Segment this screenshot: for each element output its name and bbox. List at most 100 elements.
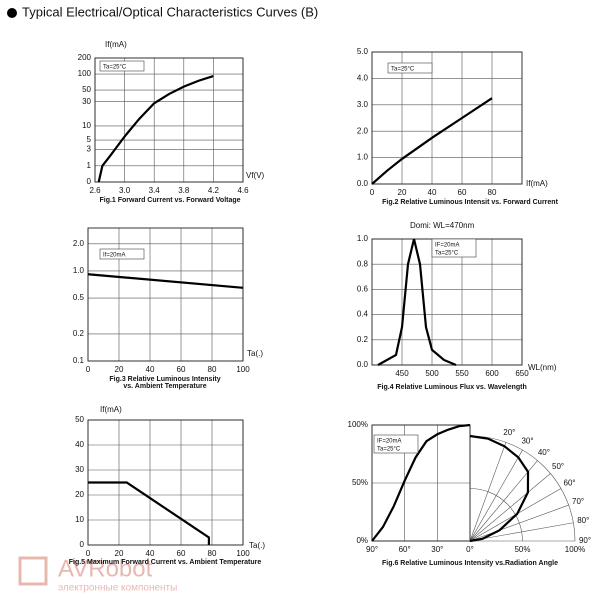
caption: Fig.1 Forward Current vs. Forward Voltag… [99,197,240,204]
y-tick-label: 0% [356,536,368,545]
plot-frame [371,51,523,185]
r-tick-label: 100% [565,545,585,554]
annotation-box [99,248,145,260]
angle-label: 20° [503,428,515,437]
data-line [371,97,493,185]
polar-line [469,434,530,543]
x-tick-label: 100 [236,549,250,558]
x-axis-label: WL(nm) [528,363,557,372]
grid-ray [469,442,507,542]
x-tick-label: 80 [488,188,497,197]
x-axis-label: Ta(.) [249,541,265,550]
y-tick-label: 0.6 [357,285,369,294]
x-tick-label: 0 [370,188,375,197]
x-tick-label: 60 [458,188,467,197]
x-tick-label: 0 [86,549,91,558]
y-tick-label: 40 [75,440,84,449]
watermark-sub: электронные компоненты [58,583,177,594]
y-tick-label: 0.8 [357,259,369,268]
grid-ring [469,488,523,542]
y-tick-label: 0.1 [73,356,85,365]
annotation: Ta=25°C [103,65,127,71]
watermark: AVRobot [58,555,153,582]
x-tick-label: 4.6 [237,186,249,195]
angle-label: 60° [564,479,576,488]
data-line [88,481,210,545]
bullet [7,8,17,18]
x-tick-label: 90° [366,545,378,554]
y-tick-label: 30 [82,97,91,106]
y-tick-label: 2.0 [357,126,369,135]
plot-frame [87,227,244,362]
y-tick-label: 50 [75,415,84,424]
annotation: Ta=25°C [377,447,401,453]
annotation-box [431,238,477,258]
angle-label: 50° [552,462,564,471]
data-line [87,273,244,289]
y-tick-label: 0 [87,177,92,186]
plot-frame [371,238,523,366]
watermark-logo [18,556,48,586]
plot-frame [371,424,471,542]
x-tick-label: 550 [455,369,469,378]
y-tick-label: 5 [87,135,92,144]
y-tick-label: 4.0 [357,74,369,83]
y-tick-label: 50 [82,85,91,94]
x-tick-label: 600 [485,369,499,378]
x-tick-label: 100 [236,365,250,374]
caption: Fig.4 Relative Luminous Flux vs. Wavelen… [377,384,527,391]
caption: Fig.6 Relative Luminous Intensity vs.Rad… [382,560,558,567]
x-tick-label: 650 [515,369,529,378]
x-tick-label: 40 [428,188,437,197]
x-tick-label: 3.4 [149,186,161,195]
caption: Fig.3 Relative Luminous Intensity [109,376,220,383]
y-tick-label: 10 [75,515,84,524]
x-tick-label: 40 [146,365,155,374]
x-tick-label: 20 [115,365,124,374]
x-axis-label: If(mA) [526,179,548,188]
annotation: IF=20mA [377,439,402,445]
y-tick-label: 20 [75,490,84,499]
y-tick-label: 1.0 [73,266,85,275]
plot-frame [94,57,244,183]
x-axis-label: Vf(V) [246,171,265,180]
y-tick-label: 30 [75,465,84,474]
x-tick-label: 20 [115,549,124,558]
angle-label: 90° [579,536,591,545]
y-axis-label: If(mA) [100,405,122,414]
y-axis-label: If(mA) [105,40,127,49]
annotation: If=20mA [103,253,126,259]
data-line [377,238,457,367]
y-tick-label: 3 [87,145,92,154]
caption: Fig.5 Maximum Forward Current vs. Ambien… [69,559,262,566]
annotation-box [387,62,433,74]
x-tick-label: 0° [466,545,474,554]
x-tick-label: 60° [399,545,411,554]
x-tick-label: 0 [86,365,91,374]
y-tick-label: 0 [80,540,85,549]
x-tick-label: 60 [177,549,186,558]
data-line [371,423,471,542]
caption: vs. Ambient Temperature [123,383,206,390]
angle-label: 40° [538,448,550,457]
angle-label: 80° [577,516,589,525]
x-tick-label: 3.8 [178,186,190,195]
annotation: Ta=25°C [391,67,415,73]
y-tick-label: 1.0 [357,153,369,162]
x-tick-label: 2.6 [89,186,101,195]
y-tick-label: 10 [82,121,91,130]
grid-ray [469,504,569,542]
r-tick-label: 50% [514,545,530,554]
annotation-box [99,60,145,72]
y-tick-label: 100% [348,420,368,429]
x-tick-label: 60 [177,365,186,374]
y-tick-label: 50% [352,478,368,487]
x-axis-label: Ta(.) [247,349,263,358]
y-tick-label: 0.4 [357,310,369,319]
caption: Fig.2 Relative Luminous Intensit vs. For… [382,199,558,206]
y-tick-label: 2.0 [73,239,85,248]
annotation: IF=20mA [435,243,460,249]
chart-title: Domi: WL=470nm [410,221,475,230]
angle-label: 70° [572,497,584,506]
